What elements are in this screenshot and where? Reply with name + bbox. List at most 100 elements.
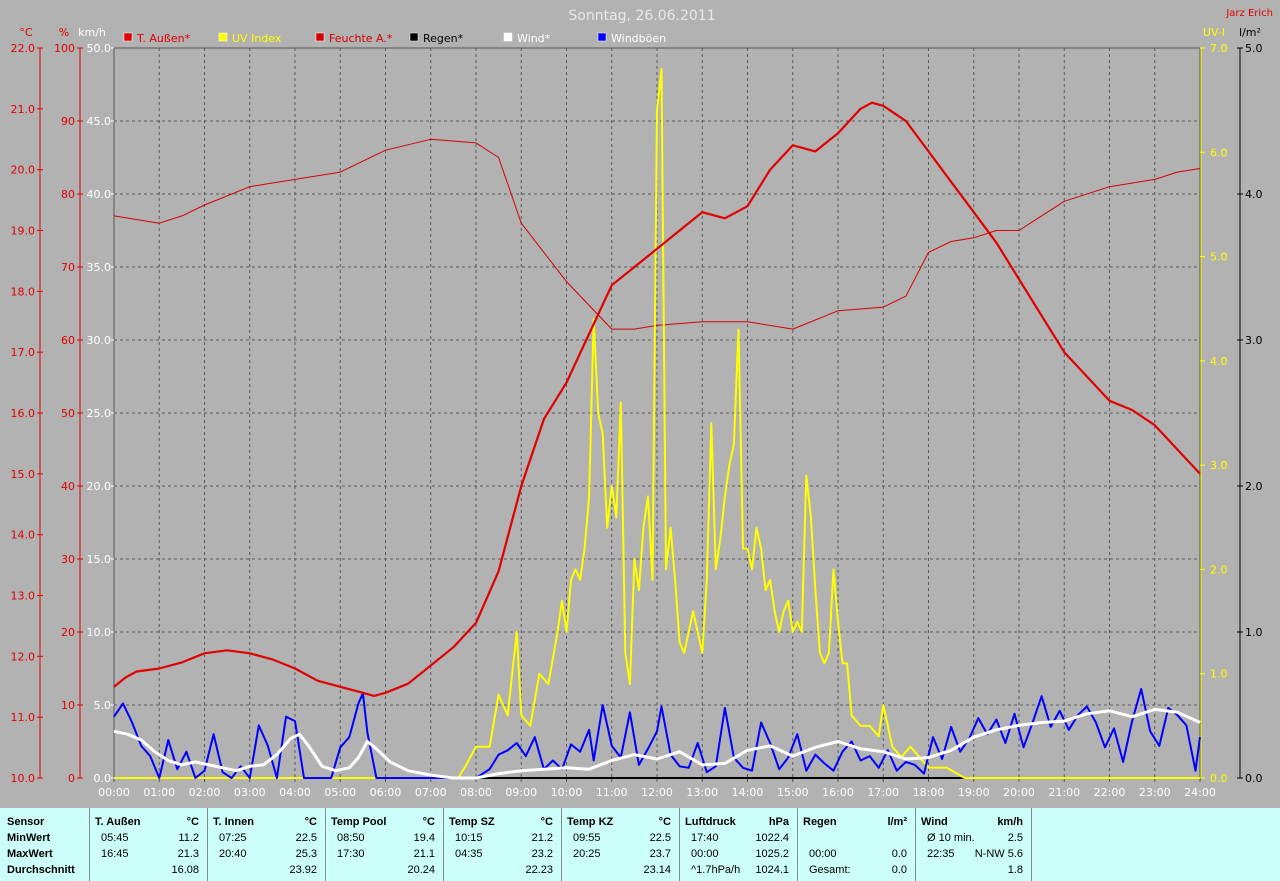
uv-axis-tick-label: 7.0	[1210, 42, 1228, 55]
stats-min-value: 11.2	[178, 832, 199, 844]
humidity-axis-tick-label: 90	[61, 115, 75, 128]
x-tick-label: 23:00	[1139, 786, 1171, 799]
stats-header-sensor: Sensor	[7, 816, 45, 828]
stats-title: Regen	[803, 816, 837, 828]
x-tick-label: 12:00	[641, 786, 673, 799]
stats-section-wind: Wind km/h Ø 10 min. 2.5 22:35 N-NW 5.6 1.8	[915, 808, 1032, 881]
temp-axis-unit: °C	[19, 26, 33, 39]
stats-max-time: 00:00	[809, 848, 837, 860]
stats-title: Wind	[921, 816, 948, 828]
stats-max-time: 22:35	[927, 848, 955, 860]
stats-avg-time: ^1.7hPa/h	[691, 864, 741, 876]
series-line-feuchte-a	[113, 138, 1201, 330]
humidity-axis-tick-label: 30	[61, 553, 75, 566]
stats-max-value: 23.7	[649, 848, 671, 860]
wind-axis-unit: km/h	[78, 26, 106, 39]
stats-min-value: 22.5	[295, 832, 317, 844]
stats-title: Temp Pool	[331, 816, 387, 828]
wind-axis-tick-label: 15.0	[87, 553, 112, 566]
humidity-axis-tick-label: 100	[54, 42, 75, 55]
x-tick-label: 09:00	[505, 786, 537, 799]
legend-label: Regen*	[423, 32, 464, 45]
stats-avg-value: 20.24	[407, 864, 435, 876]
wind-axis-tick-label: 50.0	[87, 42, 112, 55]
wind-axis-tick-label: 45.0	[87, 115, 112, 128]
uv-axis-unit: UV-I	[1203, 26, 1225, 39]
stats-min-time: 07:25	[219, 832, 247, 844]
legend-label: UV Index	[232, 32, 282, 45]
legend-label: Wind*	[517, 32, 551, 45]
stats-avg-value: 1024.1	[755, 864, 789, 876]
x-tick-label: 19:00	[958, 786, 990, 799]
temp-axis-tick-label: 20.0	[11, 164, 36, 177]
stats-section-temp-kz: Temp KZ °C 09:55 22.5 20:25 23.7 23.14	[561, 808, 680, 881]
stats-unit: °C	[186, 816, 199, 828]
temp-axis-tick-label: 10.0	[11, 772, 36, 785]
humidity-axis-tick-label: 10	[61, 699, 75, 712]
stats-section-temp-pool: Temp Pool °C 08:50 19.4 17:30 21.1 20.24	[325, 808, 444, 881]
humidity-axis-unit: %	[59, 26, 69, 39]
x-tick-label: 02:00	[189, 786, 221, 799]
legend-label: T. Außen*	[136, 32, 191, 45]
stats-unit: °C	[658, 816, 671, 828]
stats-max-value: 21.1	[413, 848, 435, 860]
rain-axis-tick-label: 0.0	[1245, 772, 1263, 785]
stats-max-time: 17:30	[337, 848, 365, 860]
series-line-uv-index	[114, 67, 1200, 779]
stats-unit: °C	[540, 816, 553, 828]
stats-min-value: 19.4	[413, 832, 435, 844]
wind-axis-tick-label: 0.0	[94, 772, 112, 785]
uv-axis-tick-label: 3.0	[1210, 459, 1228, 472]
stats-max-time: 20:40	[219, 848, 247, 860]
x-tick-label: 11:00	[596, 786, 628, 799]
rain-axis-tick-label: 3.0	[1245, 334, 1263, 347]
temp-axis-tick-label: 21.0	[11, 103, 36, 116]
stats-max-value: 23.2	[531, 848, 553, 860]
x-tick-label: 08:00	[460, 786, 492, 799]
stats-section-luftdruck: Luftdruck hPa 17:40 1022.4 00:00 1025.2 ^1.7hP…	[679, 808, 798, 881]
stats-unit: °C	[422, 816, 435, 828]
stats-label-min: MinWert	[7, 832, 51, 844]
temp-axis-tick-label: 13.0	[11, 590, 36, 603]
x-tick-label: 10:00	[551, 786, 583, 799]
stats-title: Temp SZ	[449, 816, 495, 828]
rain-axis-unit: l/m²	[1239, 26, 1261, 39]
temp-axis-tick-label: 12.0	[11, 650, 36, 663]
legend: T. Außen* UV Index Feuchte A.* Regen* Wind* W…	[123, 32, 666, 45]
x-tick-label: 15:00	[777, 786, 809, 799]
stats-section-t-aussen: T. Außen °C 05:45 11.2 16:45 21.3 16.08	[89, 808, 208, 881]
stats-label-max: MaxWert	[7, 848, 53, 860]
temp-axis-tick-label: 18.0	[11, 285, 36, 298]
temp-axis-tick-label: 14.0	[11, 529, 36, 542]
x-tick-label: 21:00	[1048, 786, 1080, 799]
stats-max-time: 00:00	[691, 848, 719, 860]
stats-avg-value: 16.08	[171, 864, 199, 876]
stats-min-time: 10:15	[455, 832, 483, 844]
legend-swatch	[315, 32, 325, 42]
stats-avg-time: Gesamt:	[809, 864, 851, 876]
x-tick-label: 07:00	[415, 786, 447, 799]
uv-axis-tick-label: 2.0	[1210, 563, 1228, 576]
stats-avg-value: 0.0	[891, 864, 907, 876]
x-tick-label: 17:00	[867, 786, 899, 799]
series-layer	[113, 67, 1201, 780]
x-tick-label: 16:00	[822, 786, 854, 799]
stats-max-value: 25.3	[295, 848, 317, 860]
legend-label: Windböen	[611, 32, 666, 45]
series-line-wind	[113, 707, 1201, 780]
uv-axis-tick-label: 5.0	[1210, 251, 1228, 264]
uv-axis-tick-label: 6.0	[1210, 146, 1228, 159]
x-tick-label: 24:00	[1184, 786, 1216, 799]
stats-unit: l/m²	[887, 816, 907, 828]
stats-unit: hPa	[768, 816, 789, 828]
stats-max-value: 0.0	[891, 848, 907, 860]
stats-max-time: 04:35	[455, 848, 483, 860]
humidity-axis-tick-label: 40	[61, 480, 75, 493]
x-tick-label: 18:00	[913, 786, 945, 799]
stats-avg-value: 23.92	[289, 864, 317, 876]
stats-min-time: 17:40	[691, 832, 719, 844]
x-tick-label: 03:00	[234, 786, 266, 799]
stats-title: T. Außen	[95, 816, 141, 828]
legend-swatch	[123, 32, 133, 42]
stats-avg-value: 1.8	[1007, 864, 1023, 876]
